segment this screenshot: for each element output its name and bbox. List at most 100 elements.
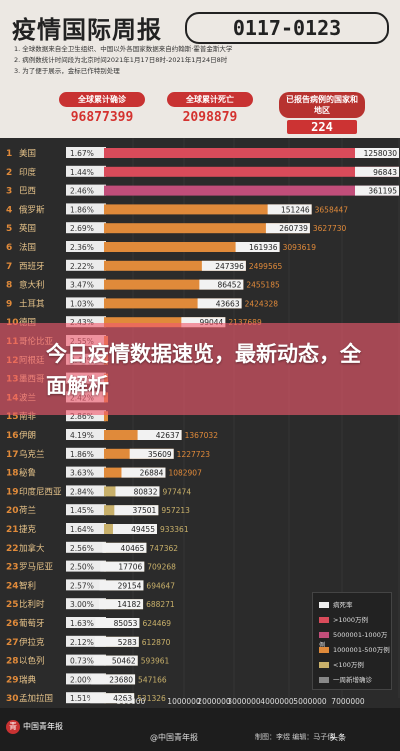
- total-label: 3627730: [313, 224, 347, 233]
- fatality-label: 1.64%: [70, 525, 94, 534]
- stat-total-cases: 全球累计确诊 96877399: [52, 92, 152, 130]
- rank-label: 21: [6, 525, 19, 535]
- fatality-label: 1.51%: [70, 694, 94, 703]
- new-week-box: [90, 693, 135, 704]
- total-label: 957213: [161, 506, 190, 515]
- total-bar: [104, 166, 399, 177]
- country-label: 罗马尼亚: [19, 563, 54, 573]
- fatality-label: 2.69%: [70, 224, 94, 233]
- total-label: 2424328: [245, 299, 279, 308]
- fatality-label: 1.44%: [70, 168, 94, 177]
- new-week-label: 49455: [131, 525, 155, 534]
- legend-label: >1000万例: [333, 616, 368, 624]
- new-week-box: [199, 279, 244, 290]
- total-label: 1082907: [168, 469, 202, 478]
- fatality-box: [66, 673, 106, 685]
- country-label: 荷兰: [19, 505, 36, 516]
- country-label: 秘鲁: [19, 468, 36, 479]
- new-week-label: 1258030: [364, 149, 398, 158]
- fatality-box: [66, 466, 106, 478]
- fatality-label: 3.63%: [70, 469, 94, 478]
- new-week-label: 151246: [281, 205, 310, 214]
- fatality-box: [66, 316, 106, 328]
- rank-label: 3: [6, 187, 12, 197]
- new-week-label: 26884: [140, 469, 164, 478]
- fatality-label: 2.43%: [70, 318, 94, 327]
- rank-label: 29: [6, 675, 19, 685]
- total-bar: [104, 260, 246, 271]
- new-week-label: 4263: [113, 694, 132, 703]
- logo-mark-icon: 青: [6, 720, 20, 734]
- total-bar: [104, 148, 399, 158]
- fatality-label: 1.63%: [70, 619, 94, 628]
- legend-item: >1000万例: [319, 614, 368, 624]
- legend-swatch: [319, 647, 329, 653]
- new-week-box: [115, 486, 160, 497]
- total-label: 2137689: [228, 318, 262, 327]
- legend-label: 病死率: [333, 601, 353, 609]
- stat-value: 224: [287, 120, 357, 134]
- rank-label: 17: [6, 450, 19, 460]
- fatality-box: [66, 598, 106, 610]
- rank-label: 24: [6, 581, 19, 591]
- new-week-box: [99, 580, 144, 591]
- country-label: 美国: [19, 148, 36, 159]
- fatality-label: 1.67%: [70, 149, 94, 158]
- total-label: 593961: [141, 657, 170, 666]
- new-week-label: 17706: [118, 563, 142, 572]
- rank-label: 2: [6, 168, 12, 178]
- total-label: 688271: [146, 600, 175, 609]
- total-label: 747362: [149, 544, 178, 553]
- fatality-label: 2.12%: [70, 638, 94, 647]
- note-3: 3. 为了便于展示，金标已作特别处理: [14, 67, 120, 75]
- fatality-box: [66, 560, 106, 572]
- legend-item: <100万例: [319, 659, 364, 669]
- headline-text: 今日疫情数据速览，最新动态，全面解析: [46, 342, 361, 398]
- new-week-box: [181, 317, 226, 328]
- x-tick-label: 2000000: [197, 697, 231, 706]
- fatality-label: 1.45%: [70, 506, 94, 515]
- fatality-label: 2.36%: [70, 243, 94, 252]
- country-label: 葡萄牙: [19, 618, 45, 629]
- legend-item: 5000001-1000万例: [319, 629, 391, 649]
- header: 疫情国际周报 0117-0123 1. 全球数据来自全卫生组织、中国以外各国家数…: [0, 0, 400, 138]
- total-label: 3658447: [315, 205, 349, 214]
- rank-label: 8: [6, 281, 12, 291]
- country-label: 意大利: [19, 280, 45, 291]
- legend-item: 1000001-500万例: [319, 644, 390, 654]
- x-tick-label: 500000: [117, 697, 146, 706]
- total-bar: [104, 411, 108, 422]
- footer-creator: 制图：李煜 编辑：马子倩: [255, 733, 335, 741]
- country-label: 加拿大: [19, 543, 45, 554]
- total-label: 624469: [142, 619, 171, 628]
- country-label: 瑞典: [19, 674, 37, 685]
- rank-label: 18: [6, 469, 19, 479]
- fatality-box: [66, 447, 106, 459]
- country-label: 印度尼西亚: [19, 486, 62, 497]
- fatality-box: [66, 297, 106, 309]
- fatality-box: [66, 523, 106, 534]
- rank-label: 16: [6, 431, 19, 441]
- new-week-box: [265, 223, 310, 234]
- legend-swatch: [319, 662, 329, 668]
- footer-channel[interactable]: 头条: [330, 733, 346, 742]
- legend-label: 一周新增确诊: [333, 676, 372, 684]
- country-label: 西班牙: [19, 261, 45, 272]
- country-label: 捷克: [19, 524, 37, 535]
- fatality-box: [66, 259, 106, 271]
- total-label: 694647: [146, 581, 175, 590]
- rank-label: 27: [6, 638, 19, 648]
- new-week-box: [100, 561, 145, 572]
- new-week-label: 14182: [117, 600, 141, 609]
- footer-credit[interactable]: @中国青年报: [150, 733, 198, 742]
- fatality-label: 2.84%: [70, 487, 94, 496]
- new-week-label: 99044: [199, 318, 223, 327]
- fatality-label: 2.22%: [70, 262, 94, 271]
- fatality-label: 1.03%: [70, 299, 94, 308]
- fatality-box: [66, 203, 106, 215]
- new-week-box: [129, 448, 174, 459]
- new-week-label: 50462: [112, 657, 136, 666]
- new-week-label: 23680: [109, 675, 133, 684]
- country-label: 以色列: [19, 656, 45, 667]
- new-week-label: 43663: [216, 299, 240, 308]
